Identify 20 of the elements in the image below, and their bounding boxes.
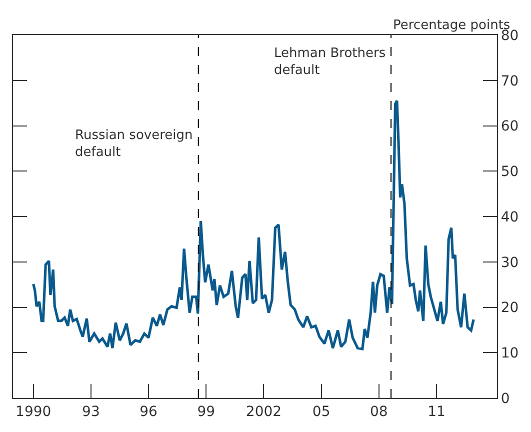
line-series [32,99,475,350]
x-tick-label: 05 [312,404,330,420]
y-tick-label: 60 [500,118,519,135]
y-tick-label: 20 [500,300,519,316]
y-tick-label: 10 [500,346,519,362]
x-tick-label: 93 [82,404,100,420]
x-tick-label: 08 [370,404,388,420]
x-tick-label: 2002 [246,404,282,420]
y-axis-title: Percentage points [393,18,510,33]
y-tick-label: 0 [500,390,510,407]
x-tick-label: 96 [140,404,158,420]
annotation: Lehman Brothers default [274,46,386,78]
y-tick-label: 40 [500,209,519,226]
y-tick-label: 30 [500,254,519,271]
x-tick-label: 99 [197,404,216,420]
annotation: Russian sovereign default [75,128,193,160]
x-tick-label: 11 [428,404,446,420]
y-tick-label: 70 [500,73,519,90]
x-tick-label: 1990 [16,404,52,420]
y-tick-label: 50 [500,164,519,180]
